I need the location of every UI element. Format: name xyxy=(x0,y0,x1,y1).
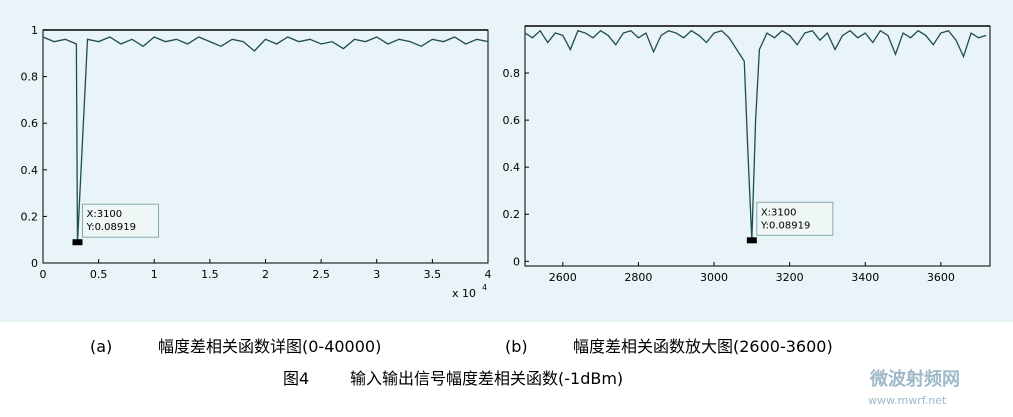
y-tick-label: 0.4 xyxy=(503,161,521,174)
caption-b-label: (b) xyxy=(505,337,528,356)
x-tick-label: 2 xyxy=(262,268,269,281)
x-tick-label: 3600 xyxy=(927,271,955,284)
x-tick-label: 2.5 xyxy=(312,268,330,281)
x-tick-label: 4 xyxy=(485,268,492,281)
caption-a-label: (a) xyxy=(90,337,112,356)
x-tick-label: 1 xyxy=(151,268,158,281)
y-tick-label: 0.8 xyxy=(21,71,39,84)
x-tick-label: 0 xyxy=(40,268,47,281)
y-tick-label: 1 xyxy=(31,24,38,37)
y-tick-label: 0.6 xyxy=(503,114,521,127)
caption-a-text: 幅度差相关函数详图(0-40000) xyxy=(158,337,381,356)
x-tick-label: 0.5 xyxy=(90,268,108,281)
plot-background xyxy=(0,0,1013,322)
x-tick-label: 3200 xyxy=(776,271,804,284)
datatip-marker xyxy=(72,239,83,246)
datatip-text: X:3100 xyxy=(761,207,797,218)
datatip-text: Y:0.08919 xyxy=(85,222,136,233)
x-tick-label: 3.5 xyxy=(424,268,442,281)
x-tick-label: 1.5 xyxy=(201,268,219,281)
y-tick-label: 0.2 xyxy=(503,208,521,221)
watermark-name: 微波射频网 xyxy=(869,368,960,390)
datatip-text: Y:0.08919 xyxy=(760,220,811,231)
datatip-marker xyxy=(746,237,757,244)
x-tick-label: 3400 xyxy=(851,271,879,284)
y-tick-label: 0.2 xyxy=(21,210,39,223)
data-line xyxy=(524,29,987,241)
y-tick-label: 0.4 xyxy=(21,164,39,177)
x-exponent: 4 xyxy=(482,283,487,292)
y-tick-label: 0.6 xyxy=(21,117,39,130)
x-tick-label: 2800 xyxy=(624,271,652,284)
watermark-url: www.mwrf.net xyxy=(868,394,947,407)
x-tick-label: 2600 xyxy=(549,271,577,284)
figure-label: 图4 xyxy=(283,369,309,388)
figure-title: 输入输出信号幅度差相关函数(-1dBm) xyxy=(350,369,623,388)
x-tick-label: 3000 xyxy=(700,271,728,284)
y-tick-label: 0.8 xyxy=(503,67,521,80)
y-tick-label: 0 xyxy=(31,257,38,270)
datatip-text: X:3100 xyxy=(86,209,122,220)
datatip-box xyxy=(81,203,159,238)
x-multiplier: x 10 xyxy=(452,287,476,300)
data-line xyxy=(42,36,489,243)
caption-b-text: 幅度差相关函数放大图(2600-3600) xyxy=(573,337,833,356)
datatip-box xyxy=(756,201,834,236)
y-tick-label: 0 xyxy=(513,255,520,268)
x-tick-label: 3 xyxy=(373,268,380,281)
